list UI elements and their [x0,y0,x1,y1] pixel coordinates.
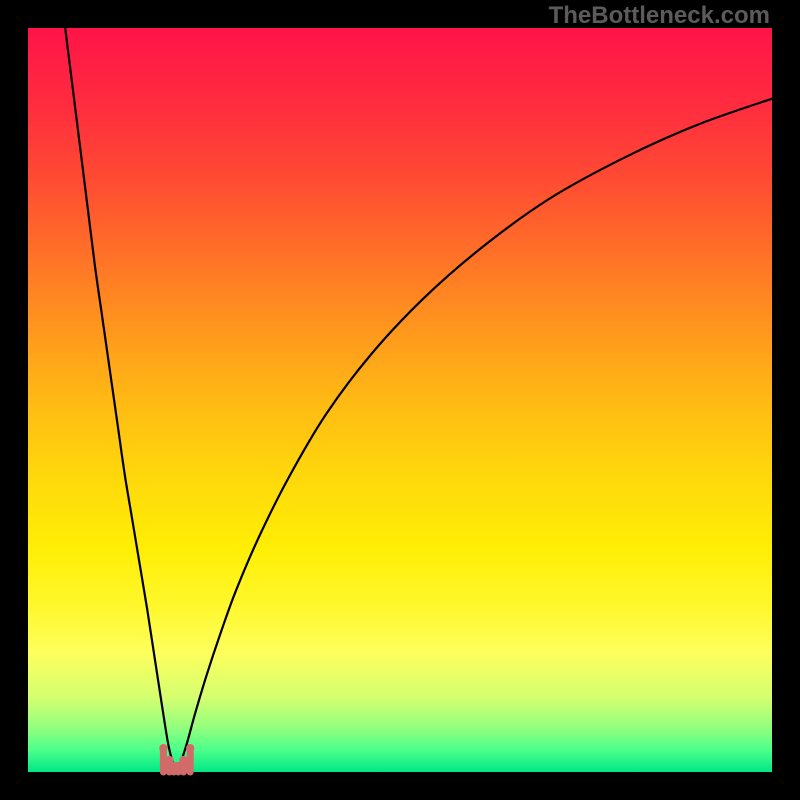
bottom-marker-dot [186,744,194,752]
plot-svg [0,0,800,800]
chart-frame: TheBottleneck.com [0,0,800,800]
bottleneck-curve [65,28,772,770]
bottom-marker-dot [179,756,187,764]
bottom-marker-dot [159,744,167,752]
watermark-text: TheBottleneck.com [549,2,770,30]
